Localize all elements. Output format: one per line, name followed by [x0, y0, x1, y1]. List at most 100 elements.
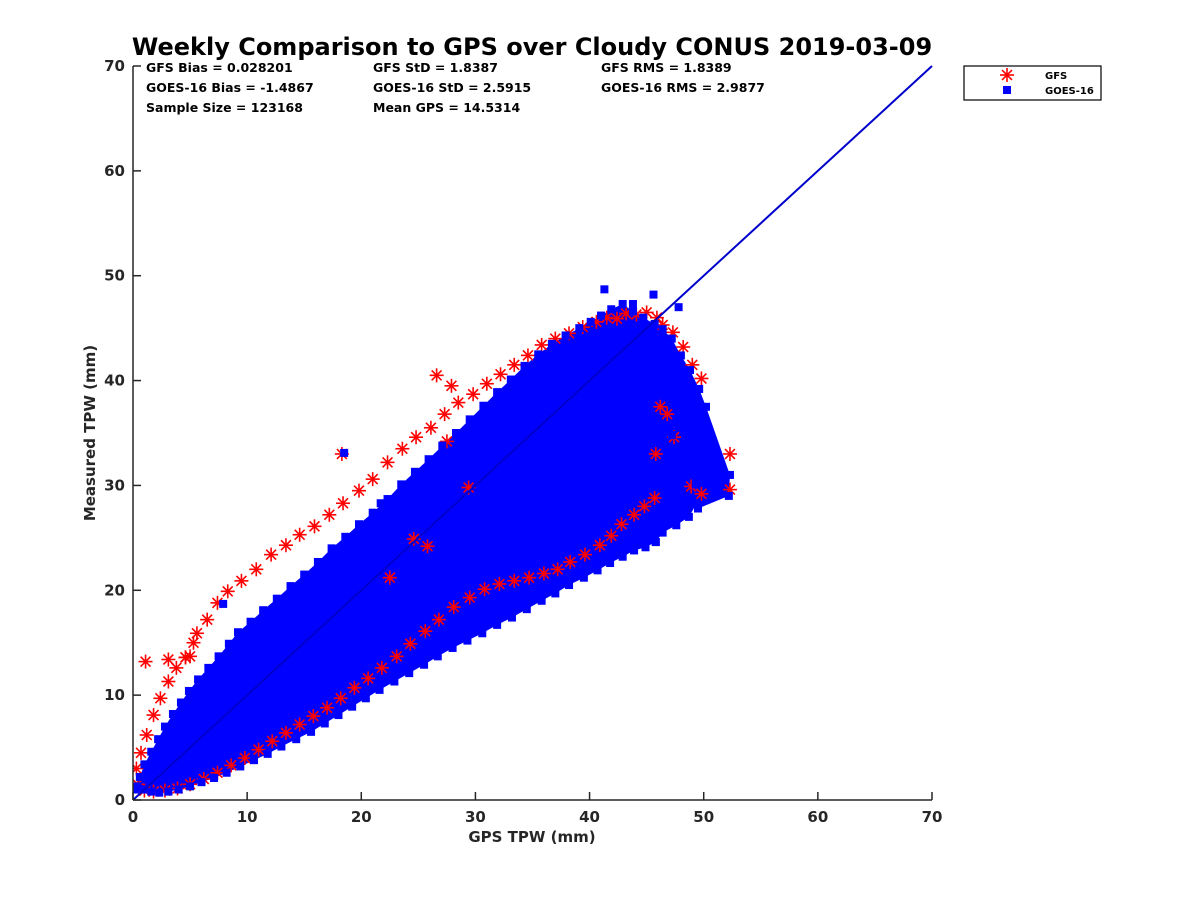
x-tick-label: 40	[579, 808, 600, 826]
reference-line	[132, 65, 933, 801]
gfs-point	[492, 576, 507, 591]
gfs-point	[320, 700, 335, 715]
stat-goes16-rms: GOES-16 RMS = 2.9877	[601, 80, 765, 95]
goes16-point	[249, 756, 258, 765]
goes16-point	[674, 303, 683, 312]
legend-box	[963, 65, 1102, 101]
gfs-point	[374, 660, 389, 675]
x-tick-label: 10	[237, 808, 258, 826]
goes16-point	[479, 401, 488, 410]
goes16-point	[547, 339, 556, 348]
gfs-point	[333, 691, 348, 706]
gfs-point	[722, 446, 737, 461]
goes16-point	[692, 499, 701, 508]
stat-gfs-bias: GFS Bias = 0.028201	[146, 60, 293, 75]
gfs-point	[139, 727, 154, 742]
x-tick-label: 30	[465, 808, 486, 826]
gfs-point	[609, 311, 624, 326]
x-axis-ticks: 0 10 20 30 40 50 60 70	[128, 792, 942, 826]
gfs-point	[466, 387, 481, 402]
goes16-point	[448, 643, 457, 652]
goes16-point	[618, 300, 627, 309]
legend-goes16-square	[1003, 86, 1011, 94]
gfs-point	[265, 734, 280, 749]
gfs-point	[522, 570, 537, 585]
gfs-point	[352, 483, 367, 498]
goes16-point	[286, 582, 295, 591]
goes16-point	[672, 521, 681, 530]
gfs-point	[189, 626, 204, 641]
goes16-point	[701, 402, 710, 411]
goes16-point	[383, 495, 392, 504]
gfs-point	[534, 337, 549, 352]
goes16-point	[522, 605, 531, 614]
goes16-point	[375, 685, 384, 694]
goes16-point	[684, 512, 693, 521]
gfs-point	[183, 649, 198, 664]
goes16-point	[651, 538, 660, 547]
gfs-point	[462, 590, 477, 605]
goes16-point	[606, 559, 615, 568]
gfs-point	[429, 368, 444, 383]
goes16-point	[478, 629, 487, 638]
goes16-point	[658, 325, 667, 334]
goes16-point	[433, 652, 442, 661]
legend: GFS GOES-16	[963, 65, 1102, 101]
goes16-point	[327, 544, 336, 553]
gfs-point	[403, 636, 418, 651]
goes16-point	[405, 669, 414, 678]
goes16-point	[197, 778, 206, 787]
gfs-point	[133, 745, 148, 760]
goes16-point	[650, 319, 659, 328]
goes16-point	[656, 520, 665, 529]
goes16-point	[355, 520, 364, 529]
goes16-point	[361, 694, 370, 703]
goes16-point	[630, 546, 639, 555]
goes16-point	[174, 785, 183, 794]
goes16-point	[234, 628, 243, 637]
goes16-point	[695, 384, 704, 393]
goes16-point	[493, 388, 502, 397]
point-cloud	[135, 304, 730, 793]
goes16-point	[452, 429, 461, 437]
goes16-point	[277, 742, 286, 751]
goes16-point	[147, 747, 156, 756]
gfs-point	[251, 742, 266, 757]
legend-gfs-label: GFS	[1045, 71, 1067, 82]
stat-mean-gps: Mean GPS = 14.5314	[373, 100, 520, 115]
y-tick-label: 60	[104, 162, 125, 180]
gfs-point	[395, 441, 410, 456]
goes16-point	[135, 772, 144, 781]
goes16-point	[147, 787, 156, 796]
y-tick-label: 40	[104, 372, 125, 390]
gfs-point	[249, 562, 264, 577]
gfs-point	[477, 582, 492, 597]
goes16-point	[465, 415, 474, 424]
gfs-point	[647, 491, 662, 506]
goes16-point	[575, 324, 584, 333]
goes16-point	[176, 698, 185, 707]
gfs-point	[604, 528, 619, 543]
goes16-point	[534, 350, 543, 359]
gfs-point	[520, 348, 535, 363]
x-tick-label: 20	[351, 808, 372, 826]
gfs-point	[361, 671, 376, 686]
goes16-point	[340, 448, 349, 457]
goes16-point	[686, 366, 695, 375]
y-tick-label: 70	[104, 57, 125, 75]
goes16-point	[537, 596, 546, 605]
goes16-point	[368, 508, 377, 517]
gfs-point	[389, 649, 404, 664]
goes16-point	[565, 581, 574, 590]
gfs-point	[161, 674, 176, 689]
goes16-point	[164, 787, 173, 796]
gfs-point	[234, 573, 249, 588]
goes16-point	[214, 652, 223, 661]
goes16-point	[586, 317, 595, 326]
goes16-point	[272, 594, 281, 603]
gfs-point	[418, 624, 433, 639]
x-tick-label: 0	[128, 808, 138, 826]
gfs-point	[627, 507, 642, 522]
gfs-point	[146, 708, 161, 723]
gfs-point	[380, 455, 395, 470]
